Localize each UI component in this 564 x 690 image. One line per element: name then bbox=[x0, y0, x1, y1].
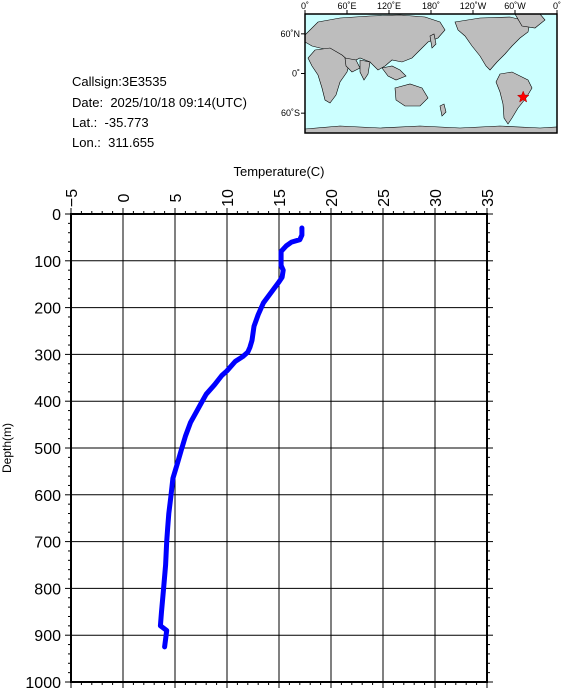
y-tick-labels: 0 100 200 300 400 500 600 700 800 900 1000 bbox=[25, 207, 61, 690]
lat-value: -35.773 bbox=[104, 115, 149, 130]
y-tick-label: 0 bbox=[52, 207, 61, 224]
y-tick-label: 600 bbox=[34, 488, 61, 505]
map-labels: 0˚ 60˚E 120˚E 180˚ 120˚W 60˚W 0˚ 60˚N 0˚ 60˚S bbox=[280, 1, 561, 118]
plot-frame bbox=[70, 213, 488, 683]
x-tick-label: −5 bbox=[64, 189, 81, 207]
x-tick-label: 20 bbox=[324, 189, 341, 207]
landmass-antarctica bbox=[304, 125, 558, 134]
map-lon-label: 0˚ bbox=[553, 1, 561, 11]
chart-grid bbox=[70, 213, 488, 683]
world-map: 0˚ 60˚E 120˚E 180˚ 120˚W 60˚W 0˚ 60˚N 0˚ 60˚S bbox=[280, 1, 561, 134]
y-tick-label: 500 bbox=[34, 441, 61, 458]
landmass-se-asia bbox=[381, 65, 407, 81]
callsign-line: Callsign:3E3535 bbox=[72, 74, 167, 90]
y-tick-label: 200 bbox=[34, 301, 61, 318]
landmass-japan bbox=[429, 33, 437, 49]
lat-label: Lat.: bbox=[72, 115, 98, 130]
y-tick-label: 300 bbox=[34, 347, 61, 364]
x-tick-label: 35 bbox=[480, 189, 497, 207]
landmass-australia bbox=[394, 83, 429, 107]
map-lat-label: 60˚N bbox=[280, 29, 300, 39]
x-tick-label: 25 bbox=[376, 189, 393, 207]
callsign-value: 3E3535 bbox=[121, 74, 167, 89]
date-line: Date: 2025/10/18 09:14(UTC) bbox=[72, 95, 247, 111]
temperature-profile-line bbox=[157, 225, 305, 650]
y-tick-label: 1000 bbox=[25, 675, 61, 690]
callsign-label: Callsign: bbox=[72, 74, 122, 89]
y-tick-label: 800 bbox=[34, 581, 61, 598]
station-marker bbox=[516, 90, 530, 103]
lat-line: Lat.: -35.773 bbox=[72, 115, 149, 131]
map-lon-label: 180˚ bbox=[422, 1, 440, 11]
y-tick-label: 700 bbox=[34, 535, 61, 552]
y-tick-label: 400 bbox=[34, 394, 61, 411]
map-lon-label: 60˚W bbox=[504, 1, 526, 11]
map-lon-label: 120˚W bbox=[460, 1, 487, 11]
map-lon-label: 0˚ bbox=[301, 1, 309, 11]
map-ticks bbox=[301, 10, 558, 114]
date-value: 2025/10/18 09:14(UTC) bbox=[110, 95, 247, 110]
x-tick-label: 10 bbox=[220, 189, 237, 207]
date-label: Date: bbox=[72, 95, 104, 110]
map-lat-label: 60˚S bbox=[281, 108, 300, 118]
lon-value: 311.655 bbox=[108, 135, 155, 150]
y-tick-label: 900 bbox=[34, 628, 61, 645]
map-lat-label: 0˚ bbox=[292, 69, 300, 79]
x-tick-label: 0 bbox=[116, 193, 133, 202]
landmass-arabia bbox=[344, 57, 361, 73]
lon-line: Lon.: 311.655 bbox=[72, 135, 154, 151]
map-lon-label: 60˚E bbox=[337, 1, 356, 11]
x-tick-labels: −5 0 5 10 15 20 25 30 35 bbox=[64, 189, 497, 207]
landmass-south-america bbox=[495, 71, 533, 125]
lon-label: Lon.: bbox=[72, 135, 101, 150]
star-icon bbox=[516, 90, 530, 103]
map-land bbox=[304, 13, 558, 134]
landmass-africa bbox=[307, 47, 351, 104]
x-tick-label: 5 bbox=[168, 193, 185, 202]
y-tick-label: 100 bbox=[34, 254, 61, 271]
landmass-nz bbox=[439, 103, 447, 117]
x-tick-label: 15 bbox=[272, 189, 289, 207]
y-axis-title: Depth(m) bbox=[0, 423, 14, 473]
chart-ticks bbox=[65, 208, 493, 688]
landmass-india bbox=[359, 59, 371, 81]
x-tick-label: 30 bbox=[428, 189, 445, 207]
map-lon-label: 120˚E bbox=[377, 1, 401, 11]
